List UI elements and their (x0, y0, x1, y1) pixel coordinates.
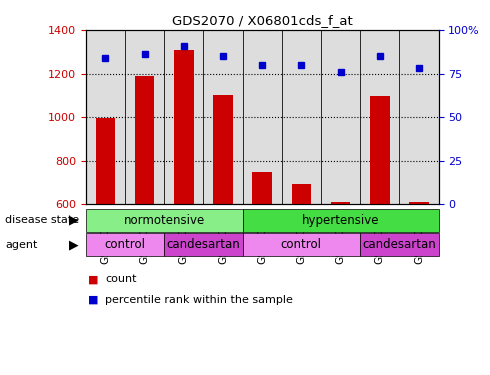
Bar (243, 209, 439, 232)
Bar (86, 233, 164, 256)
Bar (213, 95, 233, 204)
Text: agent: agent (5, 240, 37, 250)
Text: control: control (281, 238, 322, 251)
Bar (125, 30, 164, 204)
Bar (360, 30, 399, 204)
Text: ▶: ▶ (69, 214, 78, 227)
Bar (96, 118, 115, 204)
Bar (370, 96, 390, 204)
Bar (135, 76, 154, 204)
Bar (203, 30, 243, 204)
Bar (360, 233, 439, 256)
Text: control: control (104, 238, 146, 251)
Bar (164, 30, 203, 204)
Bar (174, 50, 194, 204)
Text: ■: ■ (88, 274, 98, 284)
Text: ▶: ▶ (69, 238, 78, 251)
Bar (321, 30, 360, 204)
Bar (409, 202, 429, 204)
Bar (86, 209, 243, 232)
Bar (86, 30, 125, 204)
Bar (252, 172, 272, 204)
Text: hypertensive: hypertensive (302, 214, 379, 227)
Title: GDS2070 / X06801cds_f_at: GDS2070 / X06801cds_f_at (172, 15, 352, 27)
Bar (331, 202, 350, 204)
Text: percentile rank within the sample: percentile rank within the sample (105, 295, 293, 305)
Text: ■: ■ (88, 295, 98, 305)
Text: candesartan: candesartan (363, 238, 436, 251)
Text: disease state: disease state (5, 215, 79, 225)
Text: candesartan: candesartan (167, 238, 240, 251)
Bar (243, 30, 282, 204)
Bar (282, 30, 321, 204)
Text: count: count (105, 274, 137, 284)
Text: normotensive: normotensive (123, 214, 205, 227)
Bar (164, 233, 243, 256)
Bar (243, 233, 360, 256)
Bar (399, 30, 439, 204)
Bar (292, 184, 311, 204)
